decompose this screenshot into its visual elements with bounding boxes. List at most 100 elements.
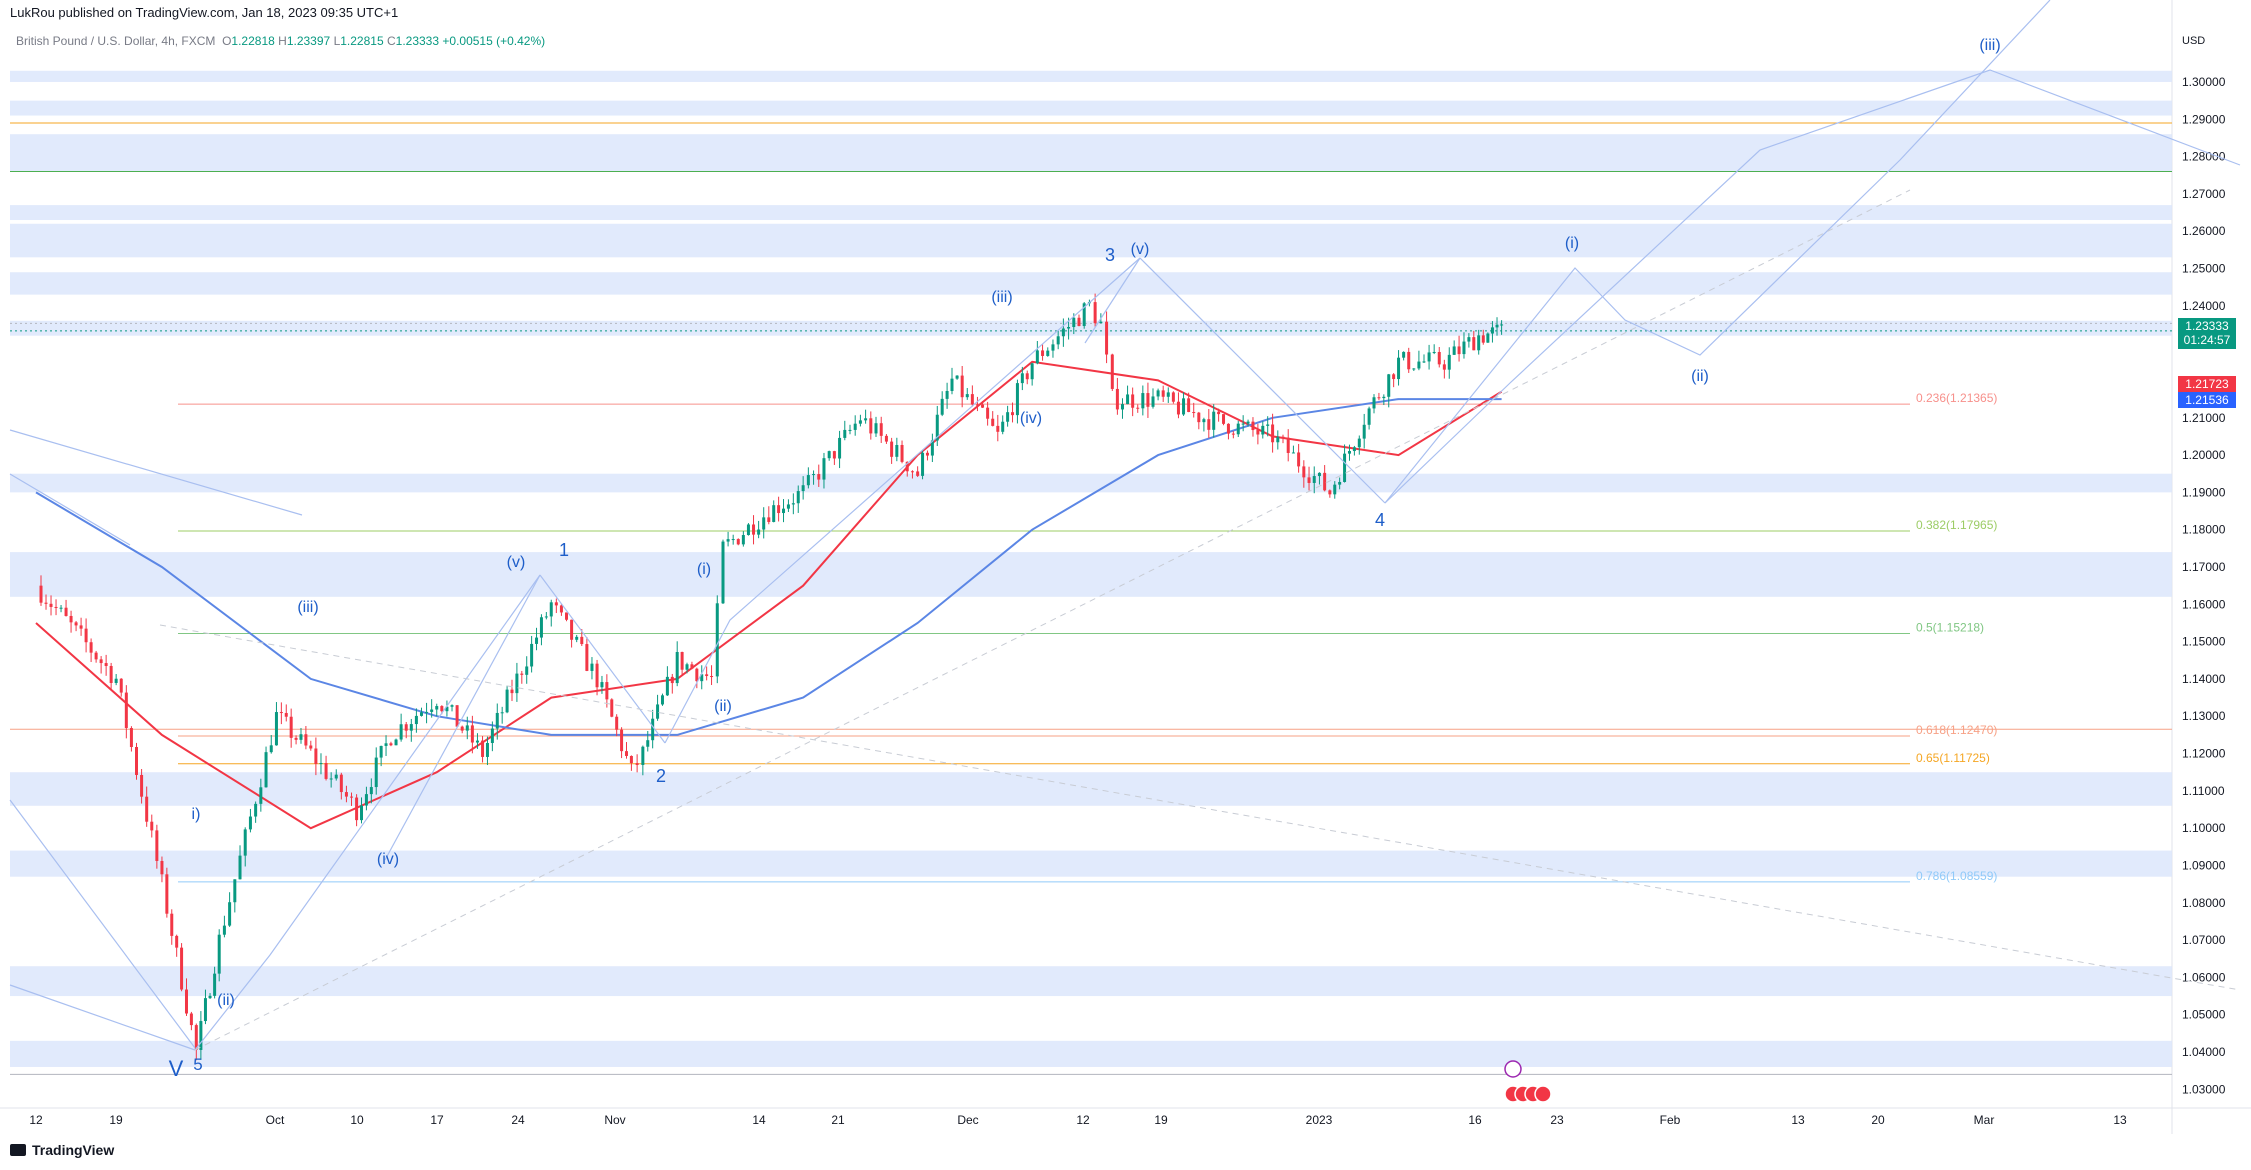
candle-body (965, 394, 969, 398)
candle-body (329, 778, 333, 780)
candle-body (1382, 396, 1386, 399)
candle-body (960, 375, 964, 398)
candle-body (910, 471, 914, 473)
y-tick-label-26: 1.04000 (2182, 1045, 2226, 1059)
x-tick-label-11: 19 (1154, 1113, 1168, 1127)
candle-body (822, 458, 826, 480)
candle-body (1136, 407, 1140, 409)
event-flash-icon (1504, 1060, 1522, 1078)
candle-body (791, 503, 795, 505)
candle-body (1333, 484, 1337, 495)
wave-label-10: (ii) (714, 698, 732, 715)
candle-body (294, 737, 298, 740)
candle-body (1266, 424, 1270, 426)
candle-body (996, 425, 1000, 432)
candle-body (731, 539, 735, 541)
y-tick-label-2: 1.28000 (2182, 150, 2226, 164)
candle-body (409, 724, 413, 731)
candle-body (279, 712, 283, 714)
wave-line-6 (539, 574, 666, 744)
tradingview-logo: TradingView (10, 1142, 114, 1158)
candle-body (355, 797, 359, 821)
y-tick-label-22: 1.08000 (2182, 896, 2226, 910)
candle-body (104, 663, 108, 666)
candle-body (425, 711, 429, 713)
candle-body (1120, 404, 1124, 410)
wave-label-5: (iv) (377, 851, 399, 868)
candle-body (1212, 411, 1216, 430)
candle-body (535, 637, 539, 644)
candle-body (208, 995, 212, 999)
candle-body (84, 628, 88, 643)
candle-body (1467, 337, 1471, 342)
candle-body (135, 747, 139, 775)
y-tick-label-13: 1.17000 (2182, 560, 2226, 574)
candle-body (812, 474, 816, 476)
wave-label-1: 5 (193, 1055, 202, 1074)
wave-line-5 (384, 574, 541, 861)
wave-line-3 (9, 984, 196, 1051)
candle-body (79, 625, 83, 629)
candle-body (895, 444, 899, 457)
candle-body (39, 585, 43, 603)
candle-body (1110, 354, 1114, 389)
candle-body (950, 378, 954, 391)
y-tick-label-11: 1.19000 (2182, 485, 2226, 499)
candle-body (801, 485, 805, 492)
y-tick-label-21: 1.09000 (2182, 858, 2226, 872)
candle-body (940, 398, 944, 415)
candle-body (145, 796, 149, 822)
last-price-value: 1.23333 (2185, 319, 2229, 333)
candle-body (1015, 383, 1019, 416)
candle-body (1126, 394, 1130, 405)
candle-body (1372, 397, 1376, 409)
x-tick-label-16: 13 (1791, 1113, 1805, 1127)
sr-zone-0 (10, 70, 2172, 82)
candle-body (1338, 481, 1342, 485)
y-tick-label-12: 1.18000 (2182, 523, 2226, 537)
candle-body (1402, 351, 1406, 358)
candle-body (559, 605, 563, 613)
candle-body (1297, 452, 1301, 467)
high-label: H (278, 34, 287, 48)
x-tick-label-8: 21 (831, 1113, 845, 1127)
candle-body (485, 743, 489, 757)
x-tick-label-5: 24 (511, 1113, 525, 1127)
wave-label-14: 3 (1105, 245, 1115, 265)
ma-short-price-tag: 1.21723 (2178, 376, 2236, 392)
wave-line-4 (194, 574, 541, 1051)
candle-body (680, 651, 684, 670)
x-tick-label-0: 12 (29, 1113, 43, 1127)
candle-body (605, 682, 609, 700)
candle-body (843, 429, 847, 438)
candle-body (505, 689, 509, 713)
candle-body (539, 617, 543, 638)
candle-body (1176, 401, 1180, 415)
candle-body (890, 441, 894, 457)
candle-body (869, 418, 873, 434)
sr-zone-3 (10, 205, 2172, 221)
candle-body (1146, 393, 1150, 407)
candle-body (585, 644, 589, 671)
candle-body (670, 676, 674, 684)
candle-body (399, 724, 403, 740)
candle-body (1072, 317, 1076, 328)
candle-body (925, 452, 929, 456)
candle-body (544, 616, 548, 618)
candle-body (610, 699, 614, 717)
candle-body (752, 524, 756, 535)
candle-body (1357, 438, 1361, 448)
sr-zone-5 (10, 272, 2172, 295)
candle-body (319, 763, 323, 765)
open-label: O (222, 34, 232, 48)
candle-body (858, 420, 862, 424)
candle-body (213, 973, 217, 996)
candle-body (189, 1013, 193, 1026)
change-value: +0.00515 (+0.42%) (442, 34, 546, 48)
fib-label-3: 0.618(1.12470) (1916, 723, 1997, 737)
candle-body (1291, 452, 1295, 454)
sr-zone-11 (10, 966, 2172, 997)
candle-body (304, 734, 308, 746)
candle-body (481, 740, 485, 757)
